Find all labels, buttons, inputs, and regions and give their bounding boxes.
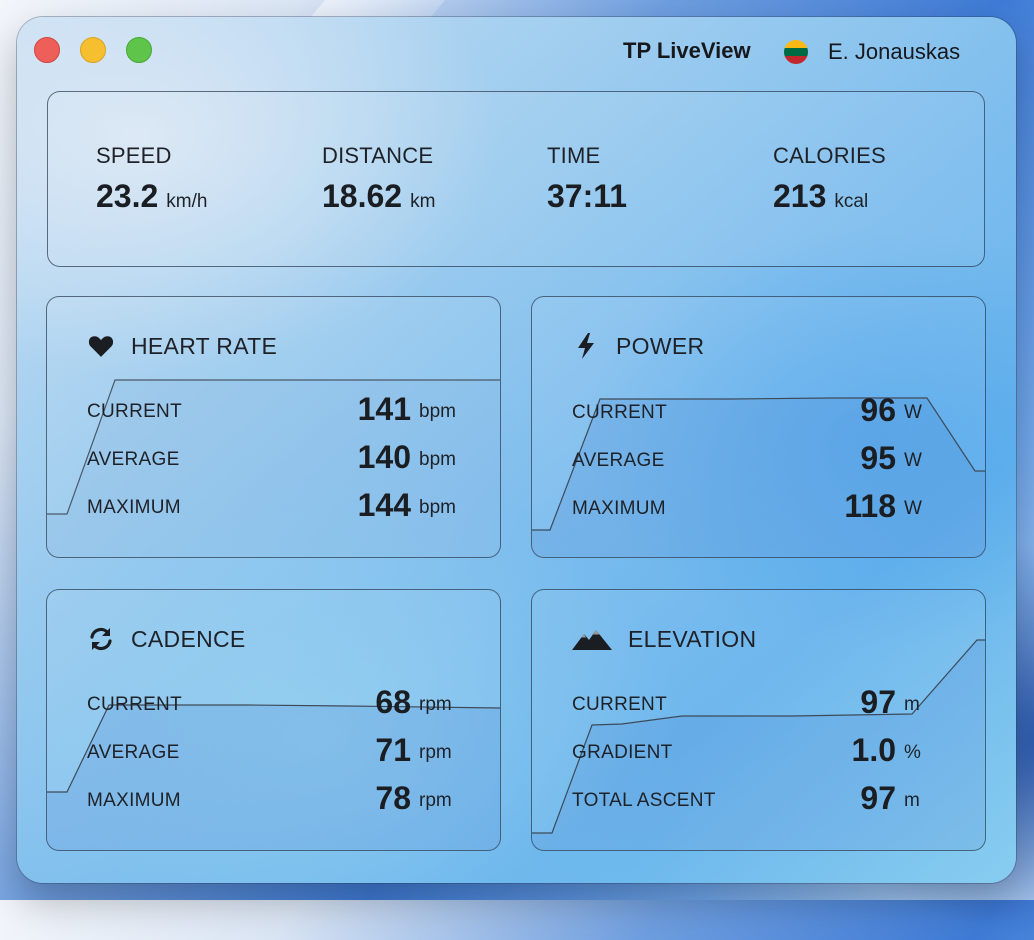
elevation-sparkline [532, 639, 985, 850]
row-label: AVERAGE [87, 742, 180, 763]
user-name: E. Jonauskas [828, 39, 961, 64]
close-button[interactable] [34, 37, 60, 63]
elevation-title: ELEVATION [628, 625, 757, 652]
row-unit: rpm [419, 742, 452, 763]
app-title: TP LiveView [623, 38, 751, 63]
heart-rate-average-row: AVERAGE 140 bpm [87, 439, 467, 479]
power-title: POWER [616, 332, 705, 359]
row-label: CURRENT [572, 694, 667, 715]
summary-panel: SPEED 23.2 km/h DISTANCE 18.62 km TIME 37:… [47, 91, 985, 267]
cadence-title: CADENCE [131, 625, 246, 652]
cadence-current-row: CURRENT 68 rpm [87, 684, 467, 724]
row-unit: rpm [419, 790, 452, 811]
heart-rate-card: HEART RATE CURRENT 141 bpm AVERAGE 140 b… [46, 296, 501, 558]
row-label: CURRENT [87, 401, 182, 422]
refresh-icon [87, 625, 115, 653]
row-unit: bpm [419, 497, 456, 518]
row-unit: rpm [419, 694, 452, 715]
row-unit: m [904, 790, 920, 811]
row-unit: W [904, 402, 922, 423]
row-value: 1.0 [851, 732, 896, 768]
time-label: TIME [547, 143, 601, 168]
calories-stat: CALORIES 213 kcal [773, 143, 886, 215]
row-label: AVERAGE [572, 450, 665, 471]
heart-rate-current-row: CURRENT 141 bpm [87, 391, 467, 431]
row-value: 78 [375, 780, 411, 816]
row-unit: W [904, 498, 922, 519]
row-value: 140 [357, 439, 411, 475]
row-label: MAXIMUM [87, 790, 181, 811]
cadence-sparkline [47, 704, 500, 850]
row-value: 96 [860, 392, 896, 428]
row-label: CURRENT [87, 694, 182, 715]
row-label: AVERAGE [87, 449, 180, 470]
elevation-total-ascent-row: TOTAL ASCENT 97 m [572, 780, 952, 820]
power-card: POWER CURRENT 96 W AVERAGE 95 W MAXIMUM … [531, 296, 986, 558]
calories-unit: kcal [834, 191, 869, 212]
calories-label: CALORIES [773, 143, 886, 168]
row-value: 71 [375, 732, 411, 768]
row-unit: bpm [419, 401, 456, 422]
distance-stat: DISTANCE 18.62 km [322, 143, 435, 215]
time-value: 37:11 [547, 178, 628, 214]
heart-rate-title: HEART RATE [131, 332, 278, 359]
heart-rate-maximum-row: MAXIMUM 144 bpm [87, 487, 467, 527]
row-value: 97 [860, 780, 896, 816]
row-unit: % [904, 742, 921, 763]
cadence-card: CADENCE CURRENT 68 rpm AVERAGE 71 rpm MA… [46, 589, 501, 851]
calories-value: 213 [773, 178, 827, 214]
row-value: 144 [357, 487, 411, 523]
lithuania-flag-icon [784, 40, 808, 64]
row-label: MAXIMUM [87, 497, 181, 518]
cadence-average-row: AVERAGE 71 rpm [87, 732, 467, 772]
power-current-row: CURRENT 96 W [572, 392, 952, 432]
row-label: MAXIMUM [572, 498, 666, 519]
cadence-maximum-row: MAXIMUM 78 rpm [87, 780, 467, 820]
zoom-button[interactable] [126, 37, 152, 63]
app-window: TP LiveView E. Jonauskas SPEED 23.2 km/h … [17, 17, 1016, 883]
row-label: TOTAL ASCENT [572, 790, 716, 811]
row-value: 95 [860, 440, 896, 476]
minimize-button[interactable] [80, 37, 106, 63]
heart-icon [87, 332, 115, 360]
power-sparkline [532, 397, 985, 557]
row-value: 141 [357, 391, 411, 427]
row-label: CURRENT [572, 402, 667, 423]
row-value: 97 [860, 684, 896, 720]
row-label: GRADIENT [572, 742, 673, 763]
elevation-current-row: CURRENT 97 m [572, 684, 952, 724]
speed-value: 23.2 [96, 178, 159, 214]
row-value: 68 [375, 684, 411, 720]
row-unit: bpm [419, 449, 456, 470]
distance-value: 18.62 [322, 178, 403, 214]
power-maximum-row: MAXIMUM 118 W [572, 488, 952, 528]
row-unit: m [904, 694, 920, 715]
elevation-gradient-row: GRADIENT 1.0 % [572, 732, 952, 772]
distance-label: DISTANCE [322, 143, 434, 168]
speed-label: SPEED [96, 143, 172, 168]
row-unit: W [904, 450, 922, 471]
time-stat: TIME 37:11 [547, 143, 627, 215]
mountain-icon [572, 625, 612, 653]
speed-stat: SPEED 23.2 km/h [96, 143, 207, 215]
distance-unit: km [410, 191, 436, 212]
bolt-icon [572, 332, 600, 360]
power-average-row: AVERAGE 95 W [572, 440, 952, 480]
heart-rate-sparkline [47, 379, 500, 557]
row-value: 118 [844, 488, 896, 524]
speed-unit: km/h [166, 191, 208, 212]
elevation-card: ELEVATION CURRENT 97 m GRADIENT 1.0 % TO… [531, 589, 986, 851]
